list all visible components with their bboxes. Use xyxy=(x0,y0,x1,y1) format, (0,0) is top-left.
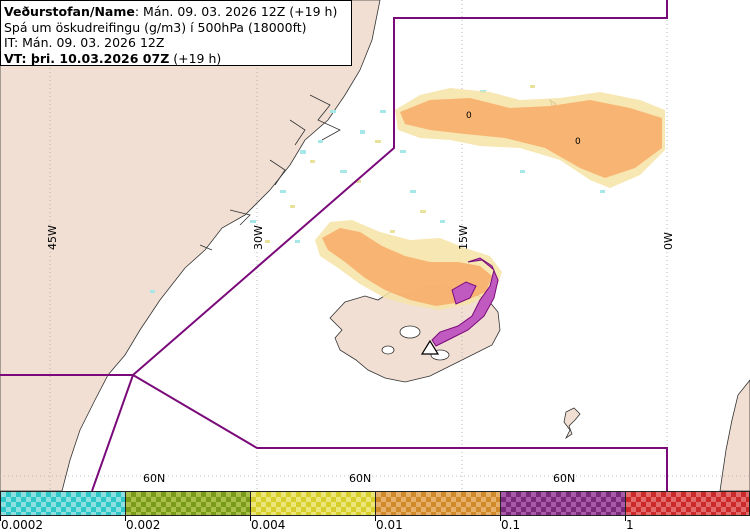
legend-tick-label: 0.01 xyxy=(376,518,403,532)
contour-label: 0 xyxy=(466,111,472,121)
valid-time-line: VT: þri. 10.03.2026 07Z (+19 h) xyxy=(4,51,351,67)
ash-plume-high-concentration xyxy=(451,281,477,305)
volcano-icon xyxy=(420,339,440,355)
map-canvas: 0 0 45W 30W 15W 0W 60N 60N 60N xyxy=(0,0,750,491)
forecast-info-box: Veðurstofan/Name: Mán. 09. 03. 2026 12Z … xyxy=(0,0,352,66)
legend-tick-label: 0.0002 xyxy=(1,518,43,532)
product-description: Spá um öskudreifingu (g/m3) í 500hPa (18… xyxy=(4,19,307,35)
ash-plume-high-concentration xyxy=(431,257,499,347)
norway-coast xyxy=(719,379,750,491)
longitude-label: 30W xyxy=(252,225,265,250)
issue-time: IT: Mán. 09. 03. 2026 12Z xyxy=(4,35,165,50)
legend-swatch xyxy=(500,491,626,516)
concentration-legend: 0.0002 0.002 0.004 0.01 0.1 1 xyxy=(0,491,750,532)
greenland-fjords xyxy=(199,94,341,251)
valid-time: VT: þri. 10.03.2026 07Z xyxy=(4,50,170,66)
legend-tick-label: 1 xyxy=(626,518,634,532)
legend-tick xyxy=(125,516,126,521)
legend-swatch xyxy=(0,491,126,516)
latitude-label: 60N xyxy=(553,472,575,485)
agency-line: Veðurstofan/Name: Mán. 09. 03. 2026 12Z … xyxy=(4,4,351,20)
glacier xyxy=(381,345,395,355)
longitude-label: 15W xyxy=(457,225,470,250)
longitude-label: 0W xyxy=(662,232,675,250)
greenland-landmass xyxy=(0,0,381,491)
legend-tick xyxy=(625,516,626,521)
legend-tick xyxy=(500,516,501,521)
latitude-label: 60N xyxy=(143,472,165,485)
contour-label: 0 xyxy=(575,137,581,147)
legend-tick xyxy=(375,516,376,521)
legend-tick-label: 0.1 xyxy=(501,518,521,532)
legend-swatch xyxy=(250,491,376,516)
legend-swatch xyxy=(375,491,501,516)
faroe-islands xyxy=(563,407,581,440)
legend-tick-label: 0.002 xyxy=(126,518,161,532)
ash-plume-south-core xyxy=(322,228,492,306)
legend-tick xyxy=(250,516,251,521)
longitude-label: 45W xyxy=(46,225,59,250)
legend-tick-label: 0.004 xyxy=(251,518,286,532)
latitude-label: 60N xyxy=(349,472,371,485)
ash-plume-north-core xyxy=(400,98,662,178)
graticule xyxy=(0,0,750,491)
forecast-area-boundary xyxy=(0,0,668,491)
valid-time-offset: (+19 h) xyxy=(169,50,222,66)
glacier xyxy=(399,325,421,339)
agency-value: : Mán. 09. 03. 2026 12Z (+19 h) xyxy=(134,4,338,19)
legend-swatch xyxy=(625,491,750,516)
legend-tick xyxy=(0,516,1,521)
agency-label: Veðurstofan/Name xyxy=(4,4,135,19)
legend-swatch xyxy=(125,491,251,516)
